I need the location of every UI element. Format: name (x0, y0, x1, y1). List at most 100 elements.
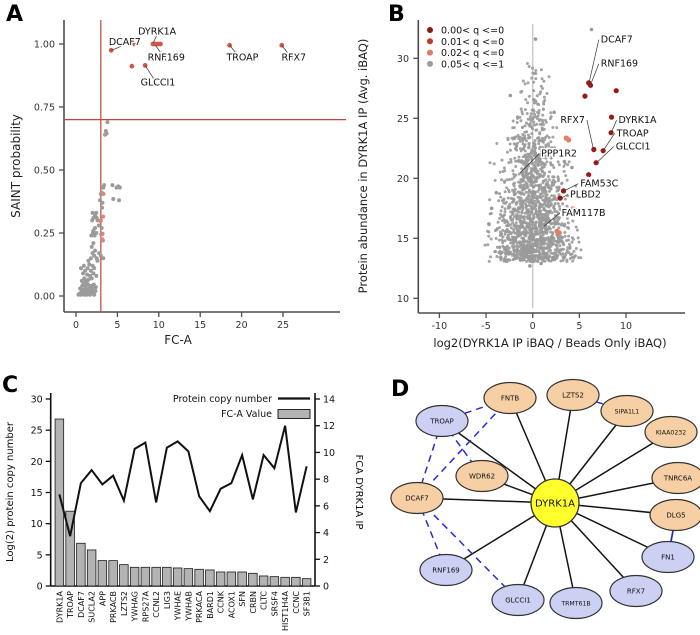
svg-text:log2(DYRK1A IP iBAQ / Beads On: log2(DYRK1A IP iBAQ / Beads Only iBAQ) (433, 336, 666, 350)
svg-text:15: 15 (194, 320, 206, 331)
svg-text:LIG3: LIG3 (163, 591, 172, 609)
svg-text:Log(2) protein copy number: Log(2) protein copy number (5, 421, 16, 562)
svg-text:30: 30 (397, 54, 409, 65)
copy-number-bar-line-chart: 0 5 10 15 20 25 30 0 2 4 6 8 10 12 14 Log(2) protein co… (5, 393, 364, 631)
q02-points (554, 135, 578, 236)
svg-text:0: 0 (530, 321, 536, 332)
svg-text:TNRC6A: TNRC6A (663, 475, 692, 483)
svg-text:GLCCI1: GLCCI1 (141, 77, 176, 88)
panel-a-letter: A (6, 2, 24, 27)
svg-text:TROAP: TROAP (616, 128, 649, 139)
node-dcaf7: DCAF7 (390, 481, 444, 515)
axes-b: -10 -5 0 5 10 10 15 20 25 30 log2(DYRK1A IP iBAQ /… (356, 20, 685, 350)
svg-text:-10: -10 (432, 321, 448, 332)
svg-text:KIAA0232: KIAA0232 (656, 430, 686, 437)
node-rfx7: RFX7 (609, 574, 663, 608)
svg-text:TROAP: TROAP (429, 418, 454, 426)
svg-text:10: 10 (323, 448, 335, 459)
svg-text:FAM117B: FAM117B (562, 208, 606, 219)
svg-text:RNF169: RNF169 (148, 53, 185, 64)
node-lzts2: LZTS2 (546, 378, 600, 412)
svg-text:GLCCI1: GLCCI1 (616, 142, 651, 153)
svg-text:YWHAE: YWHAE (174, 591, 183, 621)
svg-text:DYRK1A: DYRK1A (55, 590, 64, 623)
svg-text:1.00: 1.00 (34, 40, 55, 51)
svg-text:YWHAB: YWHAB (184, 591, 193, 622)
svg-text:HIST1H4A: HIST1H4A (281, 590, 290, 631)
svg-text:Protein copy number: Protein copy number (173, 394, 272, 405)
panel-b-letter: B (388, 2, 405, 27)
svg-text:FC-A Value: FC-A Value (221, 409, 272, 420)
threshold-lines (64, 20, 346, 312)
svg-text:10: 10 (620, 321, 632, 332)
svg-text:FAM53C: FAM53C (580, 179, 618, 190)
svg-text:25: 25 (277, 320, 289, 331)
svg-text:8: 8 (323, 475, 329, 486)
svg-text:LZTS2: LZTS2 (562, 392, 584, 400)
svg-text:CRBN: CRBN (249, 591, 258, 614)
svg-text:TROAP: TROAP (66, 591, 75, 619)
svg-text:LZTS2: LZTS2 (120, 591, 129, 616)
svg-text:0.50: 0.50 (34, 166, 55, 177)
svg-text:DYRK1A: DYRK1A (535, 499, 575, 510)
node-fntb: FNTB (483, 381, 537, 415)
svg-text:FCA DYRK1A IP: FCA DYRK1A IP (353, 455, 364, 530)
svg-text:4: 4 (323, 528, 329, 539)
svg-text:DCAF7: DCAF7 (405, 495, 429, 503)
svg-text:APP: APP (98, 591, 107, 606)
svg-text:FNTB: FNTB (501, 395, 520, 403)
legend-c: Protein copy number FC-A Value (173, 394, 311, 420)
svg-text:TRMT61B: TRMT61B (560, 601, 590, 608)
svg-text:14: 14 (323, 395, 335, 406)
svg-text:20: 20 (31, 457, 43, 468)
svg-text:DCAF7: DCAF7 (109, 37, 141, 48)
svg-text:12: 12 (323, 421, 335, 432)
gray-points (76, 120, 122, 297)
svg-text:15: 15 (397, 234, 409, 245)
svg-text:0.05< q <=1: 0.05< q <=1 (441, 59, 504, 70)
node-dlg5: DLG5 (649, 498, 700, 532)
node-troap: TROAP (415, 404, 469, 438)
svg-text:6: 6 (323, 501, 329, 512)
svg-text:WDR62: WDR62 (469, 473, 495, 481)
axes-a: 0 5 10 15 20 25 0.00 0.25 0.50 0.75 1.00 FC-A SAINT … (9, 20, 340, 347)
panel-a: A 0 5 10 15 20 25 0.00 0.25 0.50 0.75 1.00 FC-A SAIN… (0, 0, 350, 365)
svg-text:0.25: 0.25 (34, 229, 55, 240)
svg-text:RFX7: RFX7 (281, 53, 306, 64)
node-tnrc6a: TNRC6A (651, 461, 700, 495)
svg-text:-5: -5 (481, 321, 490, 332)
svg-text:RFX7: RFX7 (627, 588, 645, 596)
svg-text:CCNC: CCNC (292, 591, 301, 614)
svg-text:5: 5 (576, 321, 582, 332)
svg-text:0: 0 (73, 320, 79, 331)
svg-text:0.01< q <=0: 0.01< q <=0 (441, 37, 504, 48)
svg-text:SIPA1L1: SIPA1L1 (615, 409, 640, 416)
category-labels: DYRK1A TROAP DCAF7 SUCLA2 APP PRKACB LZTS2 YWHA… (55, 590, 311, 631)
svg-text:0: 0 (323, 582, 329, 593)
svg-text:SAINT probability: SAINT probability (9, 114, 23, 218)
svg-text:30: 30 (31, 395, 43, 406)
svg-text:25: 25 (397, 114, 409, 125)
svg-text:20: 20 (397, 174, 409, 185)
svg-text:0.00< q <=0: 0.00< q <=0 (441, 26, 504, 37)
panel-c-letter: C (2, 373, 19, 398)
svg-text:SRSF4: SRSF4 (270, 591, 279, 616)
svg-text:SF3B1: SF3B1 (303, 591, 312, 616)
svg-text:CLTC: CLTC (260, 591, 269, 610)
node-glcci1: GLCCI1 (491, 583, 545, 617)
svg-text:PLBD2: PLBD2 (570, 190, 601, 201)
panel-c: C 0 5 10 15 20 25 30 0 2 4 6 8 10 12 14 Log(2) protein … (0, 365, 375, 635)
svg-text:CCNL2: CCNL2 (152, 591, 161, 618)
node-wdr62: WDR62 (455, 459, 509, 493)
svg-text:FN1: FN1 (661, 554, 675, 562)
svg-text:ACOX1: ACOX1 (227, 591, 236, 618)
q00-points (557, 80, 619, 201)
svg-text:PRKACB: PRKACB (109, 591, 118, 623)
svg-text:0.75: 0.75 (34, 103, 55, 114)
saint-probability-scatter: 0 5 10 15 20 25 0.00 0.25 0.50 0.75 1.00 FC-A SAINT … (9, 20, 346, 347)
gray-outliers (487, 27, 594, 268)
svg-text:10: 10 (397, 294, 409, 305)
svg-text:CCNK: CCNK (217, 590, 226, 613)
panel-d-letter: D (391, 377, 410, 402)
node-kiaa0232: KIAA0232 (644, 415, 698, 449)
